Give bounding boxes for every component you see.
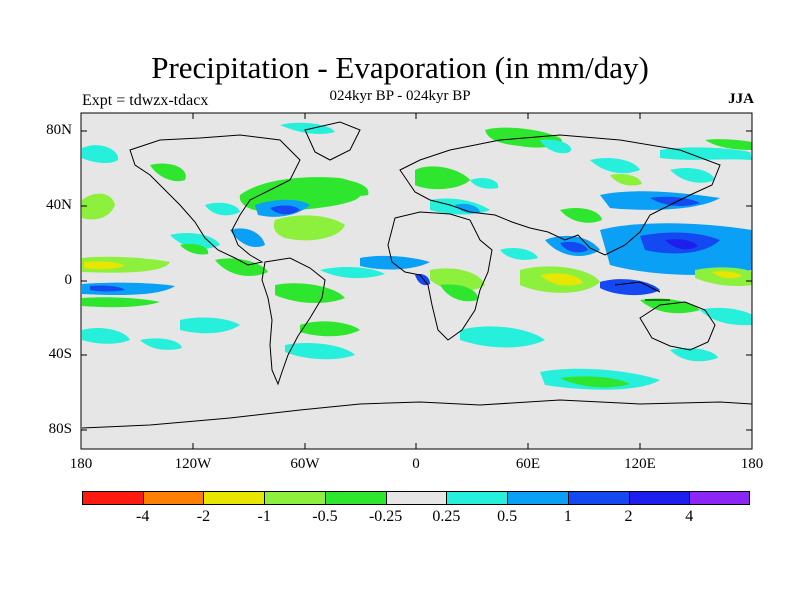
colorbar-label: -0.5 bbox=[312, 508, 338, 525]
contour-patch bbox=[285, 343, 355, 360]
colorbar-swatch bbox=[567, 491, 630, 505]
contour-patch bbox=[670, 347, 718, 362]
colorbar-swatch bbox=[446, 491, 508, 505]
contour-patch bbox=[82, 145, 119, 164]
colorbar-swatch bbox=[264, 491, 326, 505]
lon-label-180w: 180 bbox=[69, 456, 93, 472]
contour-patch bbox=[82, 297, 160, 308]
coastline-africa bbox=[387, 211, 493, 341]
contour-patch bbox=[90, 285, 125, 292]
contour-patch bbox=[600, 279, 660, 296]
colorbar-label: -0.25 bbox=[368, 508, 403, 525]
contour-patch bbox=[700, 307, 752, 326]
coastlines bbox=[81, 121, 752, 429]
colorbar-label: 4 bbox=[685, 508, 694, 525]
colorbar-label: -2 bbox=[196, 508, 211, 525]
contour-patch bbox=[280, 122, 335, 134]
contour-field bbox=[82, 122, 752, 390]
contour-patch bbox=[660, 147, 752, 160]
colorbar-swatch bbox=[507, 491, 569, 505]
coastline-antarctica bbox=[81, 399, 752, 429]
colorbar-label: 0.25 bbox=[432, 508, 461, 525]
colorbar-label: -1 bbox=[257, 508, 271, 525]
contour-patch bbox=[300, 321, 360, 337]
coastline-indonesia bbox=[614, 281, 670, 301]
contour-patch bbox=[230, 228, 265, 248]
contour-patch bbox=[590, 158, 640, 174]
contour-patch bbox=[705, 139, 752, 150]
contour-patch bbox=[460, 326, 545, 348]
contour-patch bbox=[180, 317, 240, 334]
lat-label-80s: 80S bbox=[48, 421, 72, 437]
contour-patch bbox=[180, 244, 209, 255]
contour-patch bbox=[640, 298, 700, 314]
contour-patch bbox=[560, 208, 602, 223]
colorbar-swatch bbox=[689, 491, 751, 505]
colorbar-label: -4 bbox=[136, 508, 150, 525]
colorbar-label: 0.5 bbox=[497, 508, 518, 525]
contour-patch bbox=[440, 284, 479, 302]
coastline-north-america bbox=[129, 134, 301, 266]
lat-label-0: 0 bbox=[64, 272, 73, 288]
contour-patch bbox=[84, 261, 125, 270]
lon-label-60e: 60E bbox=[515, 456, 541, 472]
axis-ticks bbox=[81, 113, 752, 449]
contour-patch bbox=[470, 177, 499, 189]
contour-patch bbox=[170, 233, 220, 249]
contour-patch bbox=[610, 174, 642, 186]
season-label: JJA bbox=[728, 91, 754, 107]
colorbar-swatch bbox=[628, 491, 690, 505]
contour-patch bbox=[215, 258, 268, 276]
contour-patch bbox=[415, 166, 470, 190]
contour-patch bbox=[560, 376, 630, 388]
experiment-label: Expt = tdwzx-tdacx bbox=[82, 92, 209, 109]
lon-label-0: 0 bbox=[412, 456, 420, 472]
contour-patch bbox=[455, 203, 480, 214]
contour-patch bbox=[712, 271, 742, 279]
contour-patch bbox=[330, 179, 369, 196]
chart-subtitle: 024kyr BP - 024kyr BP bbox=[329, 88, 471, 104]
lat-label-40n: 40N bbox=[46, 197, 72, 213]
contour-patch bbox=[150, 163, 186, 182]
coastline-south-america bbox=[261, 257, 326, 386]
colorbar-label: 1 bbox=[563, 508, 572, 525]
contour-patch bbox=[320, 267, 385, 279]
contour-patch bbox=[560, 241, 588, 253]
map-background bbox=[81, 113, 752, 449]
contour-patch bbox=[82, 328, 130, 344]
lat-label-40s: 40S bbox=[48, 346, 72, 362]
colorbar-swatch bbox=[142, 491, 204, 505]
contour-patch bbox=[540, 273, 583, 286]
lon-label-120w: 120W bbox=[174, 456, 212, 472]
lon-label-120e: 120E bbox=[624, 456, 656, 472]
colorbar-swatch bbox=[324, 491, 387, 505]
coastline-australia bbox=[639, 301, 716, 351]
contour-patch bbox=[273, 215, 345, 241]
contour-patch bbox=[140, 338, 182, 350]
contour-patch bbox=[540, 139, 571, 154]
lon-label-60w: 60W bbox=[290, 456, 320, 472]
contour-patch bbox=[670, 168, 715, 183]
contour-patch bbox=[270, 205, 300, 215]
lat-label-80n: 80N bbox=[46, 122, 72, 138]
lon-label-180e: 180 bbox=[740, 456, 764, 472]
coastline-greenland bbox=[304, 121, 361, 161]
contour-patch bbox=[650, 196, 700, 206]
contour-patch bbox=[205, 202, 240, 216]
coastline-eurasia bbox=[399, 134, 721, 256]
chart-title: Precipitation - Evaporation (in mm/day) bbox=[151, 50, 649, 85]
contour-patch bbox=[82, 193, 115, 220]
contour-patch bbox=[275, 283, 345, 304]
colorbar-swatch bbox=[385, 491, 447, 505]
contour-patch bbox=[500, 247, 538, 260]
contour-patch bbox=[360, 255, 430, 270]
contour-patch bbox=[665, 239, 698, 250]
colorbar-swatch bbox=[203, 491, 265, 505]
colorbar-swatch bbox=[82, 491, 144, 505]
colorbar-label: 2 bbox=[624, 508, 633, 525]
